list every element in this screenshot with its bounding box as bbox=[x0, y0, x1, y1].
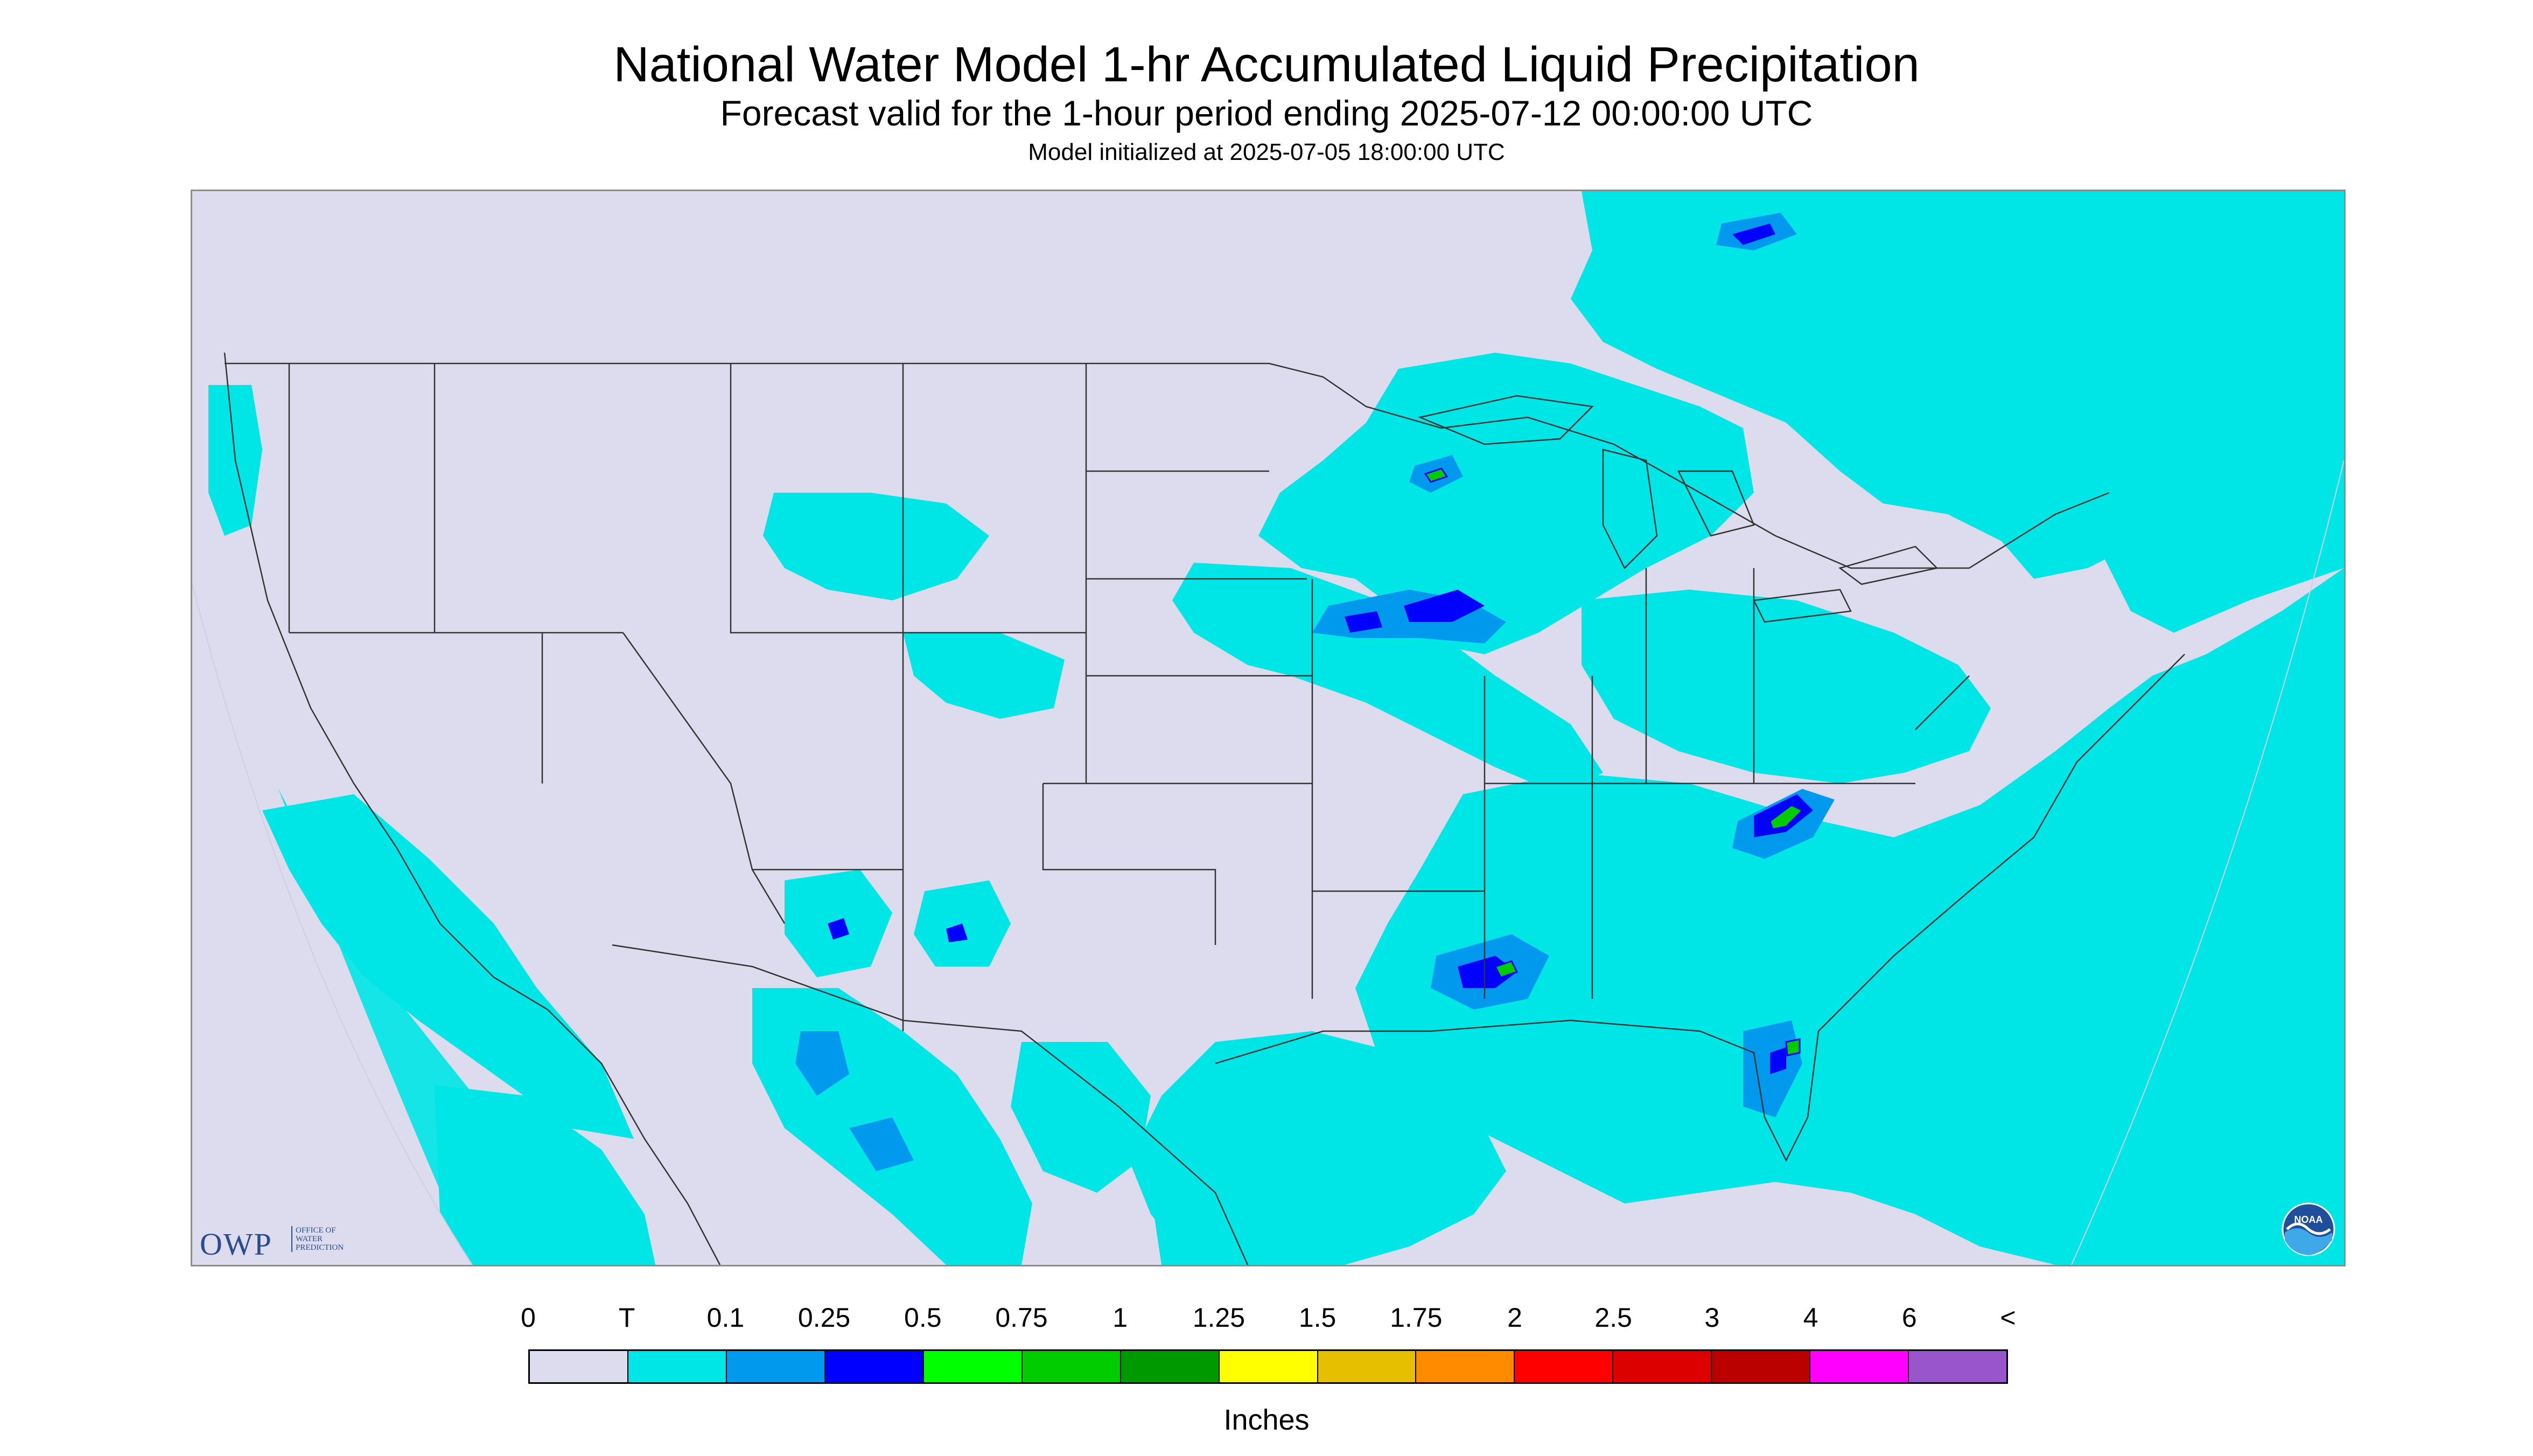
precip-mod-sw bbox=[828, 918, 849, 940]
precip-heavy-florida bbox=[1785, 1038, 1801, 1056]
map-subtitle: Forecast valid for the 1-hour period end… bbox=[720, 93, 1813, 133]
legend-colorbar bbox=[528, 1349, 2008, 1384]
precip-area-pacific-south bbox=[262, 794, 634, 1139]
state-lines-west bbox=[288, 363, 1970, 1031]
legend-tick-label: 6 bbox=[1901, 1303, 1917, 1333]
precip-heavy-superior bbox=[1424, 467, 1449, 483]
border-us-mexico bbox=[612, 944, 1249, 1265]
legend-swatch-8 bbox=[1318, 1351, 1417, 1382]
legend-swatch-12 bbox=[1712, 1351, 1811, 1382]
owp-sub-line-2: WATER bbox=[296, 1235, 323, 1243]
precip-light-mexico bbox=[795, 1031, 849, 1096]
legend-swatch-5 bbox=[1022, 1351, 1121, 1382]
precip-mod-florida bbox=[1770, 1047, 1786, 1074]
projection-edge-west bbox=[192, 584, 473, 1265]
legend-swatch-11 bbox=[1613, 1351, 1712, 1382]
model-init-time: Model initialized at 2025-07-05 18:00:00… bbox=[1028, 139, 1505, 165]
legend-labels: 0 T 0.1 0.25 0.5 0.75 1 1.25 1.5 1.75 2 2.5 3 4 6 < bbox=[0, 1302, 2533, 1334]
precip-area-west-edge bbox=[278, 789, 612, 1265]
legend-swatch-6 bbox=[1121, 1351, 1220, 1382]
outside-projection-west bbox=[192, 584, 472, 1265]
coastline-gulf bbox=[1215, 654, 2185, 1162]
precip-mod-wisconsin-b bbox=[1404, 590, 1485, 622]
legend-tick-label: 0.5 bbox=[904, 1303, 942, 1333]
baja-coast bbox=[547, 1009, 721, 1265]
precip-area-great-lakes bbox=[1258, 353, 1754, 654]
precip-area-ohio-valley bbox=[1582, 590, 1991, 783]
precip-area-atlantic-ne bbox=[2098, 374, 2344, 633]
legend-tick-label: 0.25 bbox=[797, 1303, 851, 1333]
legend-swatch-2 bbox=[726, 1351, 825, 1382]
noaa-logo: NOAA bbox=[2282, 1202, 2335, 1256]
precip-heavy-gulf bbox=[1494, 960, 1519, 978]
owp-logo-subtext: OFFICE OF WATER PREDICTION bbox=[291, 1226, 371, 1252]
legend-tick-label: 1.5 bbox=[1298, 1303, 1337, 1333]
state-boundaries bbox=[223, 352, 2185, 1265]
owp-logo-letters: OWP bbox=[200, 1227, 272, 1262]
legend-tick-label: < bbox=[2000, 1303, 2016, 1333]
precip-moderate-areas bbox=[828, 223, 1813, 1074]
precipitation-map: OWP OFFICE OF WATER PREDICTION NOAA bbox=[191, 190, 2346, 1266]
precip-mod-wisconsin-a bbox=[1345, 611, 1382, 633]
precip-heavy-carolinas bbox=[1769, 804, 1804, 830]
precip-area-midwest bbox=[1172, 563, 1603, 794]
legend-swatch-4 bbox=[923, 1351, 1023, 1382]
legend-tick-label: 0.1 bbox=[706, 1303, 745, 1333]
legend-tick-label: T bbox=[618, 1303, 635, 1333]
owp-sub-line-1: OFFICE OF bbox=[296, 1226, 336, 1235]
owp-sub-line-3: PREDICTION bbox=[296, 1243, 344, 1252]
precip-mod-canada bbox=[1732, 223, 1775, 245]
legend-swatch-7 bbox=[1219, 1351, 1318, 1382]
precip-mod-fc bbox=[946, 923, 968, 942]
legend-tick-label: 4 bbox=[1803, 1303, 1818, 1333]
legend-tick-label: 1.75 bbox=[1390, 1303, 1443, 1333]
legend-swatch-1 bbox=[628, 1351, 727, 1382]
legend-tick-label: 0.75 bbox=[995, 1303, 1048, 1333]
legend-tick-label: 2 bbox=[1507, 1303, 1522, 1333]
precip-area-mexico-gulf bbox=[1151, 1096, 1269, 1265]
legend-swatch-13 bbox=[1810, 1351, 1909, 1382]
legend-swatch-0 bbox=[530, 1351, 628, 1382]
legend-swatch-14 bbox=[1909, 1351, 2007, 1382]
noaa-logo-text: NOAA bbox=[2294, 1214, 2323, 1225]
map-canvas bbox=[192, 191, 2344, 1265]
projection-edge-east bbox=[2071, 460, 2344, 1265]
legend-swatch-9 bbox=[1416, 1351, 1515, 1382]
precip-heavy-areas bbox=[1424, 467, 1804, 1056]
precip-area-mexico-central bbox=[1011, 1042, 1151, 1193]
map-title: National Water Model 1-hr Accumulated Li… bbox=[613, 37, 1920, 92]
precip-trace-areas bbox=[208, 191, 2344, 1265]
legend-tick-label: 3 bbox=[1704, 1303, 1720, 1333]
legend-tick-label: 2.5 bbox=[1594, 1303, 1632, 1333]
legend-tick-label: 1.25 bbox=[1192, 1303, 1245, 1333]
legend-swatch-10 bbox=[1515, 1351, 1614, 1382]
precip-light-sonora bbox=[849, 1117, 914, 1171]
great-lakes-outline bbox=[1417, 395, 1939, 623]
legend-tick-label: 0 bbox=[521, 1303, 536, 1333]
legend-unit: Inches bbox=[1223, 1404, 1310, 1436]
precip-area-plains-central bbox=[903, 633, 1065, 719]
legend-swatch-3 bbox=[825, 1351, 924, 1382]
precip-area-plains-north bbox=[763, 493, 989, 600]
owp-logo: OWP OFFICE OF WATER PREDICTION bbox=[200, 1225, 372, 1262]
coastline-pacific bbox=[223, 352, 548, 1011]
legend-tick-label: 1 bbox=[1112, 1303, 1128, 1333]
border-canada-us bbox=[225, 362, 2110, 569]
